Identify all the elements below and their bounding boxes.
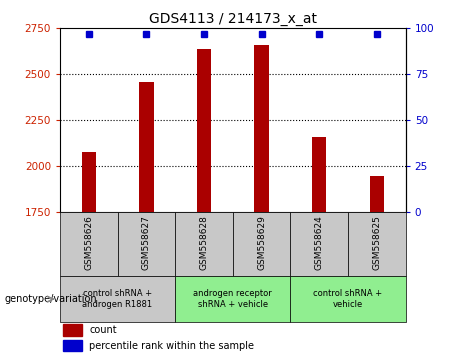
Text: count: count xyxy=(89,325,117,335)
Text: GSM558629: GSM558629 xyxy=(257,216,266,270)
Bar xyxy=(175,276,290,322)
Bar xyxy=(370,176,384,212)
Bar xyxy=(290,276,406,322)
Bar xyxy=(312,137,326,212)
Text: GSM558625: GSM558625 xyxy=(372,216,381,270)
Bar xyxy=(233,212,290,276)
Text: GSM558624: GSM558624 xyxy=(315,216,324,270)
Text: GSM558627: GSM558627 xyxy=(142,216,151,270)
Bar xyxy=(290,212,348,276)
Bar xyxy=(118,212,175,276)
Text: percentile rank within the sample: percentile rank within the sample xyxy=(89,341,254,351)
Bar xyxy=(64,340,83,352)
Bar xyxy=(254,45,269,212)
Bar xyxy=(64,324,83,336)
Text: GSM558628: GSM558628 xyxy=(200,216,208,270)
Bar xyxy=(197,48,211,212)
Title: GDS4113 / 214173_x_at: GDS4113 / 214173_x_at xyxy=(149,12,317,26)
Bar xyxy=(175,212,233,276)
Text: genotype/variation: genotype/variation xyxy=(5,294,97,304)
Bar xyxy=(60,212,118,276)
Text: control shRNA +
vehicle: control shRNA + vehicle xyxy=(313,290,383,309)
Bar xyxy=(60,276,175,322)
Bar xyxy=(139,82,154,212)
Bar xyxy=(82,152,96,212)
Text: GSM558626: GSM558626 xyxy=(84,216,93,270)
Bar xyxy=(348,212,406,276)
Text: control shRNA +
androgen R1881: control shRNA + androgen R1881 xyxy=(83,290,153,309)
Text: androgen receptor
shRNA + vehicle: androgen receptor shRNA + vehicle xyxy=(194,290,272,309)
